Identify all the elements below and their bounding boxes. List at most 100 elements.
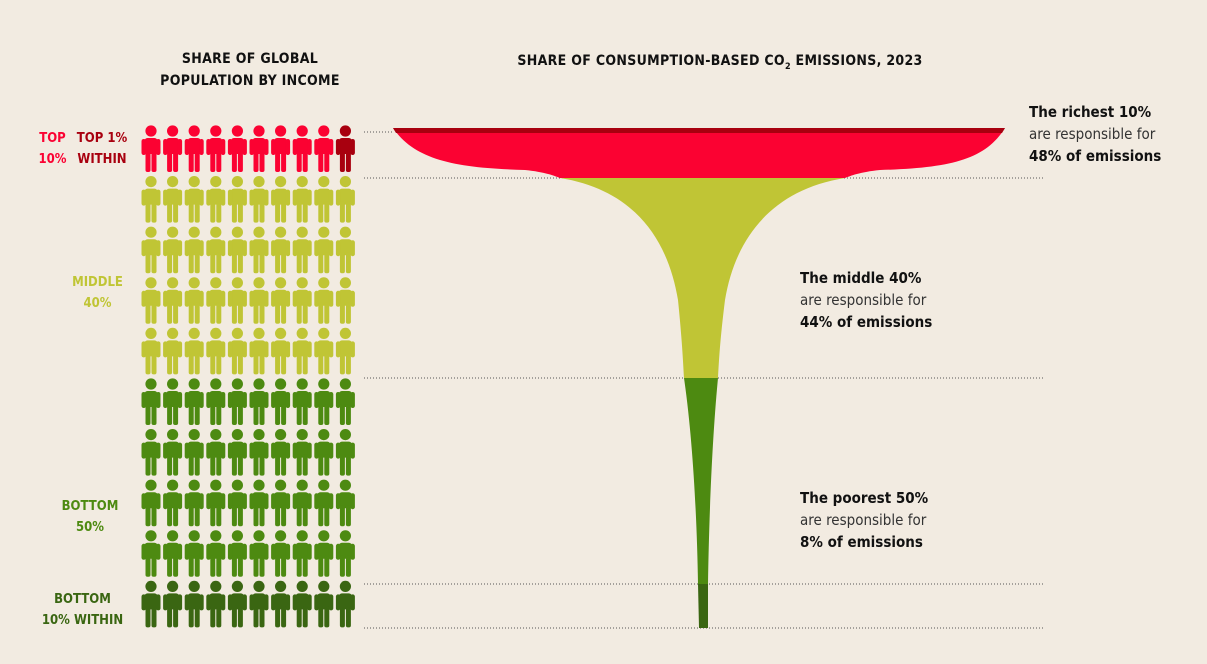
person-icon-bottom-50 bbox=[206, 479, 226, 527]
person-icon-top-1 bbox=[335, 125, 355, 172]
person-icon-bottom-50 bbox=[271, 530, 291, 577]
note-line: are responsible for bbox=[800, 511, 927, 529]
person-icon-middle-40 bbox=[163, 277, 183, 324]
person-icon-bottom-50 bbox=[141, 530, 161, 577]
person-icon-middle-40 bbox=[271, 327, 291, 375]
person-icon-bottom-10 bbox=[206, 580, 226, 628]
person-icon-middle-40 bbox=[314, 277, 334, 324]
person-icon-middle-40 bbox=[206, 226, 226, 274]
person-icon-middle-40 bbox=[335, 226, 355, 274]
label-line: TOP 1% bbox=[76, 131, 128, 146]
person-icon-middle-40 bbox=[249, 327, 269, 375]
funnel-segment-middle-40 bbox=[560, 178, 845, 378]
person-icon-bottom-50 bbox=[141, 479, 161, 527]
person-icon-middle-40 bbox=[271, 176, 291, 223]
person-icon-bottom-50 bbox=[184, 429, 204, 476]
person-icon-middle-40 bbox=[249, 176, 269, 223]
person-icon-middle-40 bbox=[249, 226, 269, 274]
emissions-chart-title: SHARE OF CONSUMPTION-BASED CO2 EMISSIONS… bbox=[480, 50, 960, 78]
person-icon-top-10 bbox=[271, 125, 291, 172]
person-icon-bottom-50 bbox=[314, 479, 334, 527]
person-icon-bottom-50 bbox=[184, 479, 204, 527]
label-bottom-10-within: BOTTOM 10% WITHIN bbox=[40, 589, 125, 631]
person-icon-top-10 bbox=[206, 125, 226, 172]
person-icon-middle-40 bbox=[292, 277, 312, 324]
person-icon-bottom-50 bbox=[206, 530, 226, 577]
person-icon-bottom-50 bbox=[163, 378, 183, 425]
note-line: are responsible for bbox=[1029, 125, 1156, 143]
person-icon-middle-40 bbox=[184, 226, 204, 274]
note-line: are responsible for bbox=[800, 291, 927, 309]
person-icon-bottom-50 bbox=[184, 530, 204, 577]
person-icon-middle-40 bbox=[271, 277, 291, 324]
person-icon-middle-40 bbox=[141, 327, 161, 375]
person-icon-bottom-10 bbox=[271, 580, 291, 628]
person-icon-bottom-50 bbox=[141, 378, 161, 425]
person-icon-bottom-50 bbox=[335, 479, 355, 527]
note-line: The middle 40% bbox=[800, 269, 922, 287]
title-line: POPULATION BY INCOME bbox=[160, 73, 340, 89]
person-icon-middle-40 bbox=[163, 327, 183, 375]
person-icon-bottom-10 bbox=[335, 580, 355, 628]
person-icon-middle-40 bbox=[227, 226, 247, 274]
person-icon-bottom-50 bbox=[227, 429, 247, 476]
person-icon-middle-40 bbox=[271, 226, 291, 274]
person-icon-bottom-50 bbox=[292, 479, 312, 527]
title-subscript: 2 bbox=[784, 61, 791, 72]
person-icon-bottom-50 bbox=[314, 429, 334, 476]
note-middle: The middle 40% are responsible for 44% o… bbox=[800, 267, 932, 333]
label-line: BOTTOM bbox=[54, 592, 111, 607]
title-text: EMISSIONS, 2023 bbox=[790, 53, 923, 69]
person-icon-middle-40 bbox=[292, 226, 312, 274]
person-icon-middle-40 bbox=[141, 176, 161, 223]
person-icon-middle-40 bbox=[227, 176, 247, 223]
note-richest: The richest 10% are responsible for 48% … bbox=[1029, 101, 1161, 167]
person-icon-bottom-50 bbox=[249, 479, 269, 527]
label-bottom-50: BOTTOM 50% bbox=[50, 496, 130, 538]
person-icon-middle-40 bbox=[335, 277, 355, 324]
person-icon-top-10 bbox=[184, 125, 204, 172]
person-icon-middle-40 bbox=[249, 277, 269, 324]
label-line: 10% WITHIN bbox=[41, 613, 124, 628]
note-line: 44% of emissions bbox=[800, 313, 933, 331]
person-icon-bottom-50 bbox=[335, 429, 355, 476]
person-icon-bottom-50 bbox=[163, 530, 183, 577]
person-icon-top-10 bbox=[314, 125, 334, 172]
funnel-segment-bottom-50 bbox=[684, 378, 718, 584]
person-icon-bottom-50 bbox=[335, 530, 355, 577]
person-icon-top-10 bbox=[227, 125, 247, 172]
person-icon-bottom-50 bbox=[163, 429, 183, 476]
person-icon-bottom-50 bbox=[184, 378, 204, 425]
note-poorest: The poorest 50% are responsible for 8% o… bbox=[800, 487, 928, 553]
person-icon-middle-40 bbox=[184, 277, 204, 324]
label-line: TOP bbox=[39, 131, 66, 146]
label-line: WITHIN bbox=[77, 152, 127, 167]
note-line: The richest 10% bbox=[1029, 103, 1152, 121]
person-icon-bottom-10 bbox=[227, 580, 247, 628]
person-icon-bottom-10 bbox=[249, 580, 269, 628]
person-icon-middle-40 bbox=[206, 176, 226, 223]
person-icon-bottom-50 bbox=[271, 429, 291, 476]
label-top-10: TOP 10% bbox=[30, 128, 75, 170]
person-icon-middle-40 bbox=[206, 277, 226, 324]
label-line: 50% bbox=[76, 520, 104, 535]
person-icon-bottom-10 bbox=[141, 580, 161, 628]
person-icon-bottom-50 bbox=[249, 429, 269, 476]
person-icon-middle-40 bbox=[206, 327, 226, 375]
person-icon-middle-40 bbox=[335, 176, 355, 223]
person-icon-middle-40 bbox=[184, 176, 204, 223]
person-icon-bottom-50 bbox=[249, 378, 269, 425]
guide-lines bbox=[364, 131, 1045, 629]
note-line: The poorest 50% bbox=[800, 489, 929, 507]
person-icon-bottom-50 bbox=[227, 479, 247, 527]
label-top-1-within: TOP 1% WITHIN bbox=[72, 128, 132, 170]
person-icon-bottom-50 bbox=[335, 378, 355, 425]
person-icon-bottom-50 bbox=[292, 429, 312, 476]
person-icon-middle-40 bbox=[227, 277, 247, 324]
label-middle-40: MIDDLE 40% bbox=[60, 272, 135, 314]
funnel-segment-bottom-10 bbox=[698, 584, 708, 628]
person-icon-middle-40 bbox=[141, 277, 161, 324]
label-line: 10% bbox=[38, 152, 67, 167]
person-icon-bottom-50 bbox=[292, 378, 312, 425]
